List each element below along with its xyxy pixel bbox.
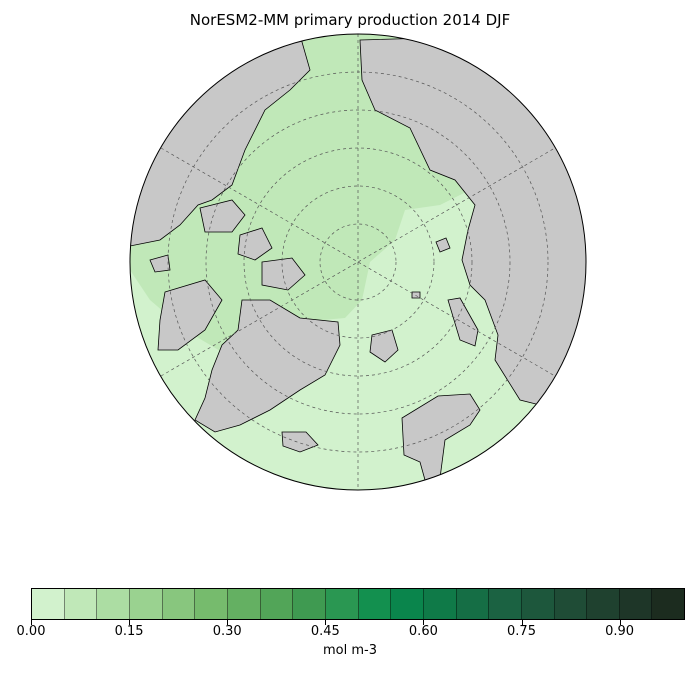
colorbar-bin-14: [489, 589, 522, 619]
colorbar-bin-9: [325, 589, 359, 619]
map-title: NorESM2-MM primary production 2014 DJF: [189, 11, 511, 29]
colorbar-tick-mark: [227, 620, 229, 625]
colorbar-tick-mark: [619, 620, 621, 625]
colorbar-bin-3: [129, 589, 163, 619]
colorbar-bin-4: [162, 589, 196, 619]
colorbar-tick-mark: [521, 620, 523, 625]
colorbar-tick-label: 0.15: [114, 624, 144, 639]
colorbar-bin-10: [358, 589, 392, 619]
map-boundary: [129, 33, 587, 491]
colorbar-bin-15: [521, 589, 555, 619]
colorbar-bin-0: [32, 589, 65, 619]
colorbar-bin-17: [587, 589, 620, 619]
colorbar-bin-6: [227, 589, 261, 619]
colorbar-tick-label: 0.75: [507, 624, 536, 639]
colorbar-tick-mark: [129, 620, 131, 625]
colorbar-bin-7: [260, 589, 294, 619]
colorbar-bin-16: [554, 589, 588, 619]
colorbar-tick-label: 0.45: [310, 624, 340, 639]
colorbar-bin-19: [652, 589, 685, 619]
colorbar-bin-18: [619, 589, 653, 619]
colorbar-tick-label: 0.00: [16, 624, 46, 639]
graticule: [160, 34, 556, 490]
polar-map: [129, 33, 587, 491]
colorbar-unit-label: mol m-3: [323, 643, 377, 658]
colorbar-bin-12: [423, 589, 457, 619]
colorbar-tick-label: 0.90: [605, 624, 635, 639]
map-svg: [129, 33, 587, 491]
land: [130, 34, 586, 481]
colorbar: [31, 588, 685, 620]
colorbar-tick-mark: [31, 620, 32, 625]
colorbar-tick-mark: [423, 620, 425, 625]
colorbar-ticks: 0.00 0.15 0.30 0.45 0.60 0.75 0.90: [17, 620, 685, 650]
colorbar-tick-label: 0.30: [212, 624, 242, 639]
colorbar-bin-1: [64, 589, 98, 619]
colorbar-bin-11: [391, 589, 424, 619]
colorbar-tick-label: 0.60: [408, 624, 438, 639]
colorbar-bin-5: [195, 589, 228, 619]
colorbar-bin-2: [97, 589, 130, 619]
colorbar-tick-mark: [325, 620, 327, 625]
colorbar-bin-8: [293, 589, 326, 619]
colorbar-bin-13: [456, 589, 490, 619]
